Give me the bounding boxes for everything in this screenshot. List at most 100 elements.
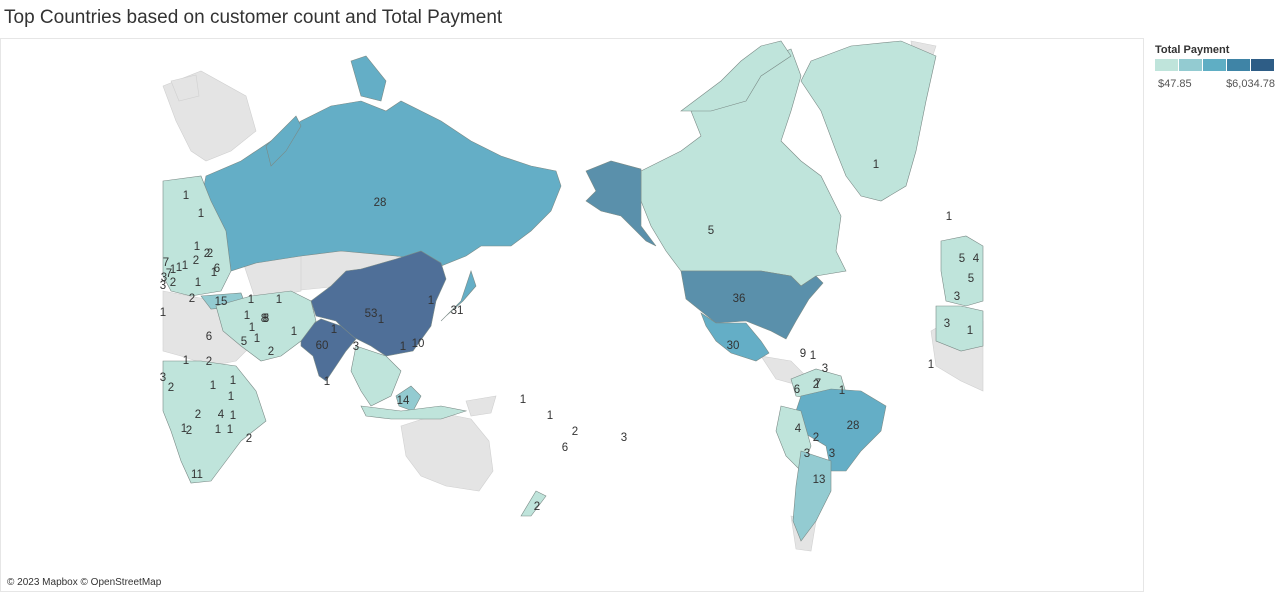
country-customer-count-label: 28 [847, 420, 860, 432]
country-customer-count-label: 1 [331, 324, 337, 336]
country-customer-count-label: 1 [195, 277, 201, 289]
country-customer-count-label: 1 [215, 424, 221, 436]
country-customer-count-label: 1 [249, 322, 255, 334]
country-customer-count-label: 1 [946, 211, 952, 223]
country-customer-count-label: 1 [428, 295, 434, 307]
country-customer-count-label: 60 [316, 340, 329, 352]
country-europe-group [162, 175, 232, 297]
legend: Total Payment $47.85 $6,034.78 [1155, 44, 1275, 90]
land-australia [400, 412, 494, 492]
country-customer-count-label: 31 [451, 305, 464, 317]
country-customer-count-label: 3 [161, 272, 167, 284]
country-customer-count-label: 2 [193, 255, 199, 267]
country-customer-count-label: 1 [378, 314, 384, 326]
country-customer-count-label: 36 [733, 293, 746, 305]
country-customer-count-label: 3 [353, 341, 359, 353]
country-customer-count-label: 2 [189, 293, 195, 305]
country-customer-count-label: 2 [813, 379, 819, 391]
country-india [300, 318, 357, 382]
country-customer-count-label: 4 [218, 409, 225, 421]
country-customer-count-label: 2 [186, 425, 192, 437]
country-customer-count-label: 1 [520, 394, 526, 406]
country-russia-west-arm [265, 115, 302, 167]
country-customer-count-label: 1 [183, 190, 189, 202]
country-customer-count-label: 1 [873, 159, 879, 171]
country-argentina [792, 450, 832, 542]
country-customer-count-label: 5 [968, 273, 974, 285]
country-middle-east-group [215, 290, 317, 362]
country-customer-count-label: 2 [168, 382, 174, 394]
country-customer-count-label: 3 [804, 448, 810, 460]
country-customer-count-label: 1 [244, 310, 250, 322]
country-customer-count-label: 2 [534, 501, 540, 513]
country-japan [440, 270, 477, 322]
legend-title: Total Payment [1155, 44, 1230, 56]
country-customer-count-label: 3 [160, 372, 166, 384]
country-new-zealand [520, 490, 547, 517]
country-customer-count-label: 4 [795, 423, 802, 435]
country-customer-count-label: 1 [248, 294, 254, 306]
country-customer-count-label: 1 [276, 294, 282, 306]
country-europe-right [940, 235, 984, 307]
country-customer-count-label: 5 [241, 336, 247, 348]
country-customer-count-label: 6 [206, 331, 212, 343]
country-customer-count-label: 15 [215, 296, 228, 308]
country-customer-count-label: 7 [163, 257, 169, 269]
country-customer-count-label: 1 [810, 350, 816, 362]
country-customer-count-label: 11 [191, 469, 203, 481]
country-customer-count-label: 6 [214, 263, 220, 275]
country-customer-count-label: 5 [708, 225, 714, 237]
country-customer-count-label: 1 [547, 410, 553, 422]
country-greenland [800, 40, 937, 202]
country-southeast-asia [350, 345, 402, 407]
country-customer-count-label: 1 [839, 385, 845, 397]
country-customer-count-label: 5 [263, 313, 269, 325]
country-indonesia [360, 405, 468, 420]
country-customer-count-label: 1 [182, 260, 188, 272]
country-customer-count-label: 2 [207, 248, 213, 260]
country-customer-count-label: 1 [160, 307, 166, 319]
country-customer-count-label: 2 [204, 248, 210, 260]
country-customer-count-label: 8 [261, 313, 267, 325]
country-customer-count-label: 1 [254, 333, 260, 345]
country-customer-count-label: 2 [195, 409, 201, 421]
country-united-states-alaska [585, 160, 657, 247]
country-customer-count-label: 5 [959, 253, 965, 265]
country-customer-count-label: 28 [374, 197, 387, 209]
country-customer-count-label: 8 [263, 313, 269, 325]
country-customer-count-label: 1 [291, 326, 297, 338]
country-customer-count-label: 2 [170, 277, 176, 289]
country-customer-count-label: 2 [813, 432, 819, 444]
country-customer-count-label: 6 [794, 384, 800, 396]
country-russia [200, 100, 562, 272]
country-mexico [700, 312, 770, 362]
country-customer-count-label: 1 [228, 391, 234, 403]
country-africa-group [162, 360, 267, 484]
country-customer-count-label: 2 [246, 433, 252, 445]
country-customer-count-label: 53 [365, 308, 378, 320]
country-customer-count-label: 3 [160, 280, 166, 292]
legend-max-label: $6,034.78 [1226, 78, 1275, 90]
country-customer-count-label: 1 [928, 359, 934, 371]
country-customer-count-label: 1 [194, 241, 200, 253]
map-attribution: © 2023 Mapbox © OpenStreetMap [7, 577, 162, 588]
country-customer-count-label: 3 [829, 448, 835, 460]
country-customer-count-label: 4 [973, 253, 980, 265]
country-north-africa-right [935, 305, 984, 352]
land-indonesia-east [465, 395, 497, 417]
country-united-states [680, 270, 824, 340]
country-customer-count-label: 30 [727, 340, 740, 352]
country-customer-count-label: 9 [800, 348, 806, 360]
country-customer-count-label: 1 [210, 380, 216, 392]
country-customer-count-label: 14 [397, 395, 410, 407]
legend-swatch [1227, 59, 1251, 71]
country-philippines [395, 385, 422, 412]
country-customer-count-label: 1 [400, 341, 406, 353]
map-container[interactable]: 1 5 36 30 28 13 28 53 60 31 14 15 11 10 8 6 7 4 2 3 3 3 1 1 1 1 1 1… [0, 38, 1144, 592]
country-customer-count-label: 10 [412, 338, 425, 350]
country-customer-count-label: 6 [562, 442, 568, 454]
legend-swatch [1251, 59, 1275, 71]
legend-swatch [1179, 59, 1203, 71]
country-customer-count-label: 1 [967, 325, 973, 337]
